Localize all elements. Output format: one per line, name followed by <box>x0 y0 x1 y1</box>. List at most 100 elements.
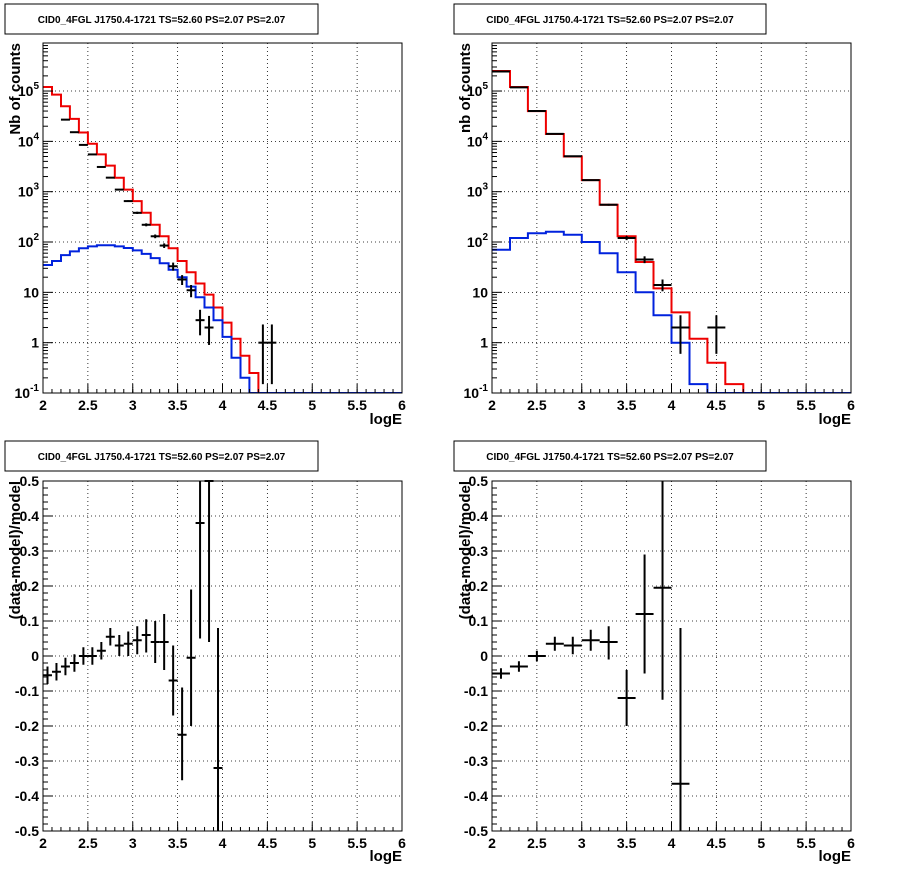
x-tick-label: 2.5 <box>78 835 98 851</box>
data-point <box>87 647 97 665</box>
data-point <box>186 284 196 298</box>
x-tick-label: 4.5 <box>707 397 727 413</box>
y-tick-label: 0.5 <box>469 473 489 489</box>
x-tick-label: 5.5 <box>347 397 367 413</box>
data-point <box>617 236 636 241</box>
data-point <box>159 243 169 249</box>
x-tick-label: 3.5 <box>168 397 188 413</box>
x-tick-label: 2.5 <box>527 835 547 851</box>
data-point <box>51 663 61 681</box>
x-tick-label: 5 <box>308 397 316 413</box>
y-tick-label: 102 <box>18 232 40 250</box>
data-point <box>96 165 106 168</box>
title-box <box>4 440 319 472</box>
total-model-histogram <box>492 70 851 393</box>
data-point <box>635 554 654 674</box>
x-axis-title: logE <box>819 411 852 428</box>
y-tick-label: 1 <box>480 335 488 351</box>
panel-1: CID0_4FGL J1750.4-1721 TS=52.60 PS=2.07 … <box>4 3 406 428</box>
x-tick-label: 2 <box>39 397 47 413</box>
y-tick-label: -0.3 <box>464 753 488 769</box>
x-tick-label: 3.5 <box>168 835 188 851</box>
data-point <box>150 621 160 663</box>
title-box <box>4 3 319 35</box>
x-tick-label: 4.5 <box>258 835 278 851</box>
y-axis-title: (data-model)/model <box>7 481 24 619</box>
data-point <box>492 668 510 679</box>
y-axis-title: (data-model)/model <box>457 481 474 619</box>
data-point <box>213 628 223 831</box>
data-point <box>69 131 79 134</box>
data-point <box>267 324 277 385</box>
panel-3: CID0_4FGL J1750.4-1721 TS=52.60 PS=2.07 … <box>4 440 406 865</box>
title-box <box>453 440 767 472</box>
y-tick-label: 0.1 <box>469 613 489 629</box>
y-tick-label: 0.5 <box>20 473 40 489</box>
data-point <box>599 626 618 660</box>
panel-4: CID0_4FGL J1750.4-1721 TS=52.60 PS=2.07 … <box>453 440 855 865</box>
x-tick-label: 3 <box>129 835 137 851</box>
data-point <box>132 626 142 655</box>
data-point <box>545 132 564 135</box>
data-point <box>258 324 268 385</box>
data-point <box>581 179 600 182</box>
x-tick-label: 5 <box>308 835 316 851</box>
data-point <box>43 666 52 684</box>
data-point <box>78 143 88 146</box>
panel-2: CID0_4FGL J1750.4-1721 TS=52.60 PS=2.07 … <box>453 3 855 428</box>
x-tick-label: 4.5 <box>707 835 727 851</box>
x-tick-label: 4 <box>668 835 676 851</box>
x-tick-label: 4 <box>668 397 676 413</box>
x-tick-label: 2 <box>488 397 496 413</box>
data-point <box>671 628 690 831</box>
y-tick-label: 0 <box>31 648 39 664</box>
data-point <box>195 309 205 336</box>
y-tick-label: -0.5 <box>15 823 39 839</box>
data-point <box>563 155 582 158</box>
data-point <box>78 647 88 665</box>
x-tick-label: 6 <box>847 397 855 413</box>
y-tick-label: -0.2 <box>15 718 39 734</box>
y-tick-label: -0.4 <box>464 788 488 804</box>
data-point <box>168 645 178 716</box>
data-point <box>581 629 600 651</box>
data-point <box>599 203 618 206</box>
data-point <box>563 636 582 655</box>
chart-title: CID0_4FGL J1750.4-1721 TS=52.60 PS=2.07 … <box>486 452 734 463</box>
x-tick-label: 2 <box>39 835 47 851</box>
data-point <box>141 619 151 653</box>
y-tick-label: -0.1 <box>15 683 39 699</box>
data-point <box>509 661 528 672</box>
data-point <box>617 670 636 726</box>
y-axis-title: Nb of counts <box>7 43 24 135</box>
x-axis-title: logE <box>819 848 852 865</box>
data-point <box>545 636 564 651</box>
data-point <box>653 481 672 700</box>
y-tick-label: 10 <box>23 284 39 300</box>
data-point <box>168 262 178 271</box>
y-tick-label: 0.1 <box>20 613 40 629</box>
total-model-histogram <box>43 86 402 393</box>
data-point <box>141 223 151 227</box>
data-point <box>114 188 124 191</box>
data-point <box>177 275 187 285</box>
data-point <box>114 635 124 656</box>
data-point <box>707 315 726 354</box>
x-tick-label: 4 <box>219 397 227 413</box>
x-tick-label: 5.5 <box>796 835 816 851</box>
data-point <box>60 657 70 676</box>
data-point <box>527 650 546 662</box>
data-point <box>195 481 205 639</box>
y-tick-label: 0 <box>480 648 488 664</box>
data-point <box>96 642 106 660</box>
data-point <box>123 200 133 203</box>
y-tick-label: 103 <box>467 182 489 200</box>
data-point <box>87 153 97 156</box>
x-tick-label: 4 <box>219 835 227 851</box>
y-tick-label: 104 <box>467 131 489 149</box>
x-tick-label: 3.5 <box>617 835 637 851</box>
data-point <box>159 614 169 670</box>
x-tick-label: 6 <box>847 835 855 851</box>
y-tick-label: 10-1 <box>15 383 40 401</box>
y-axis-title: nb of counts <box>457 43 474 133</box>
